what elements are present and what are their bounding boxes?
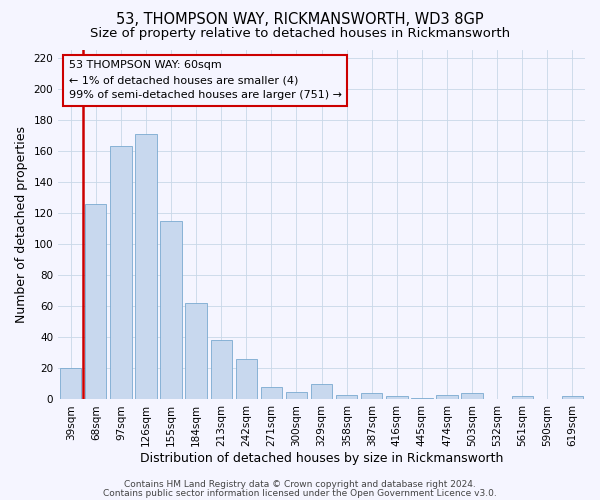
Bar xyxy=(436,395,458,400)
Bar xyxy=(461,393,483,400)
Text: Size of property relative to detached houses in Rickmansworth: Size of property relative to detached ho… xyxy=(90,28,510,40)
Bar xyxy=(261,387,282,400)
X-axis label: Distribution of detached houses by size in Rickmansworth: Distribution of detached houses by size … xyxy=(140,452,503,465)
Bar xyxy=(336,395,358,400)
Bar xyxy=(361,393,382,400)
Bar xyxy=(136,134,157,400)
Bar xyxy=(286,392,307,400)
Bar xyxy=(562,396,583,400)
Bar xyxy=(185,303,207,400)
Bar xyxy=(160,221,182,400)
Bar xyxy=(110,146,131,400)
Y-axis label: Number of detached properties: Number of detached properties xyxy=(15,126,28,323)
Bar xyxy=(211,340,232,400)
Text: Contains public sector information licensed under the Open Government Licence v3: Contains public sector information licen… xyxy=(103,488,497,498)
Text: 53 THOMPSON WAY: 60sqm
← 1% of detached houses are smaller (4)
99% of semi-detac: 53 THOMPSON WAY: 60sqm ← 1% of detached … xyxy=(69,60,342,100)
Bar xyxy=(60,368,82,400)
Text: 53, THOMPSON WAY, RICKMANSWORTH, WD3 8GP: 53, THOMPSON WAY, RICKMANSWORTH, WD3 8GP xyxy=(116,12,484,28)
Bar xyxy=(411,398,433,400)
Bar xyxy=(311,384,332,400)
Bar xyxy=(512,396,533,400)
Bar xyxy=(85,204,106,400)
Text: Contains HM Land Registry data © Crown copyright and database right 2024.: Contains HM Land Registry data © Crown c… xyxy=(124,480,476,489)
Bar xyxy=(236,359,257,400)
Bar xyxy=(386,396,407,400)
